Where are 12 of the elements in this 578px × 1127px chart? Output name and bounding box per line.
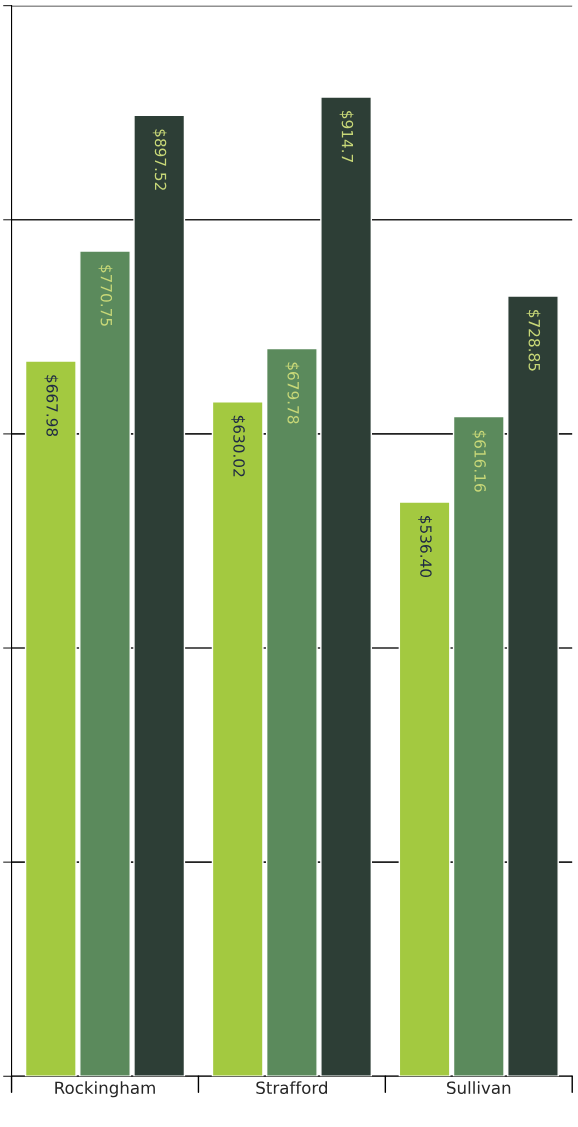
data-label: $770.75 [98, 265, 113, 326]
data-label: $679.78 [285, 362, 300, 424]
x-tick-label: Rockingham [55, 1081, 155, 1098]
data-label: $914.7 [339, 111, 354, 162]
data-label: $897.52 [152, 129, 167, 190]
data-label: $616.16 [472, 430, 487, 492]
data-label: $630.02 [231, 415, 246, 477]
x-tick-label: Strafford [256, 1081, 327, 1095]
data-label: $536.40 [418, 516, 432, 577]
x-tick-label: Sullivan [447, 1081, 511, 1095]
data-label: $667.98 [44, 375, 59, 437]
data-label: $728.85 [526, 310, 541, 371]
